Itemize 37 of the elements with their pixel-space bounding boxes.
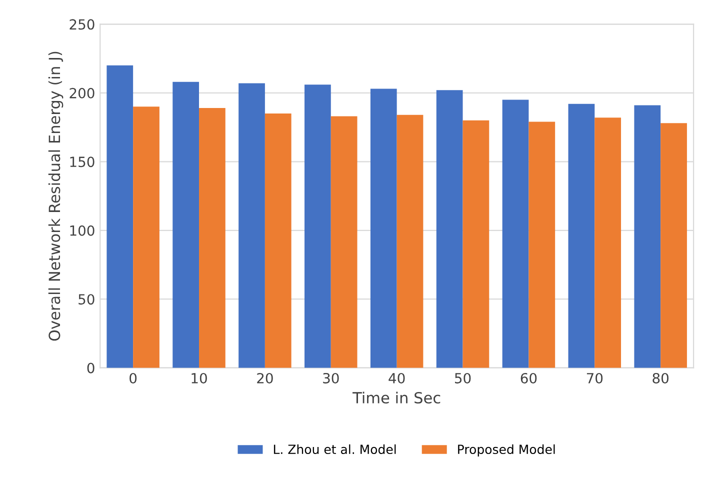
x-tick-label: 70 (586, 372, 603, 384)
y-tick-label: 200 (70, 88, 94, 98)
bar (199, 108, 226, 368)
x-axis-title: Time in Sec (352, 392, 440, 404)
x-tick-label: 20 (257, 372, 273, 384)
bar (436, 90, 463, 368)
y-axis-title: Overall Network Residual Energy (in J) (48, 52, 64, 341)
x-tick-label: 60 (520, 372, 537, 384)
bar (264, 114, 292, 368)
bar (660, 123, 687, 368)
y-tick-label: 250 (70, 19, 94, 30)
y-tick-label: 0 (87, 362, 94, 374)
bar (304, 84, 331, 368)
bar (568, 104, 595, 368)
x-tick-label: 30 (323, 372, 339, 384)
bar (370, 88, 397, 368)
y-tick-label: 50 (78, 294, 94, 305)
x-tick-label: 40 (388, 372, 405, 384)
x-tick-label: 50 (455, 372, 471, 384)
bar (133, 106, 160, 368)
y-tick-label: 150 (70, 156, 94, 168)
bar (462, 120, 490, 368)
bar (172, 82, 200, 368)
bar (396, 114, 424, 368)
x-tick-label: 0 (130, 372, 137, 384)
bar (594, 118, 622, 368)
legend-label: Proposed Model (458, 444, 555, 456)
bar (330, 116, 358, 368)
legend-label: L. Zhou et al. Model (274, 444, 396, 454)
bar (106, 65, 134, 368)
bar (528, 122, 556, 368)
x-tick-label: 10 (192, 372, 207, 384)
y-tick-label: 100 (70, 225, 94, 236)
x-tick-label: 80 (652, 372, 668, 384)
bar (502, 100, 529, 368)
bar (238, 83, 265, 368)
bar (634, 105, 661, 368)
